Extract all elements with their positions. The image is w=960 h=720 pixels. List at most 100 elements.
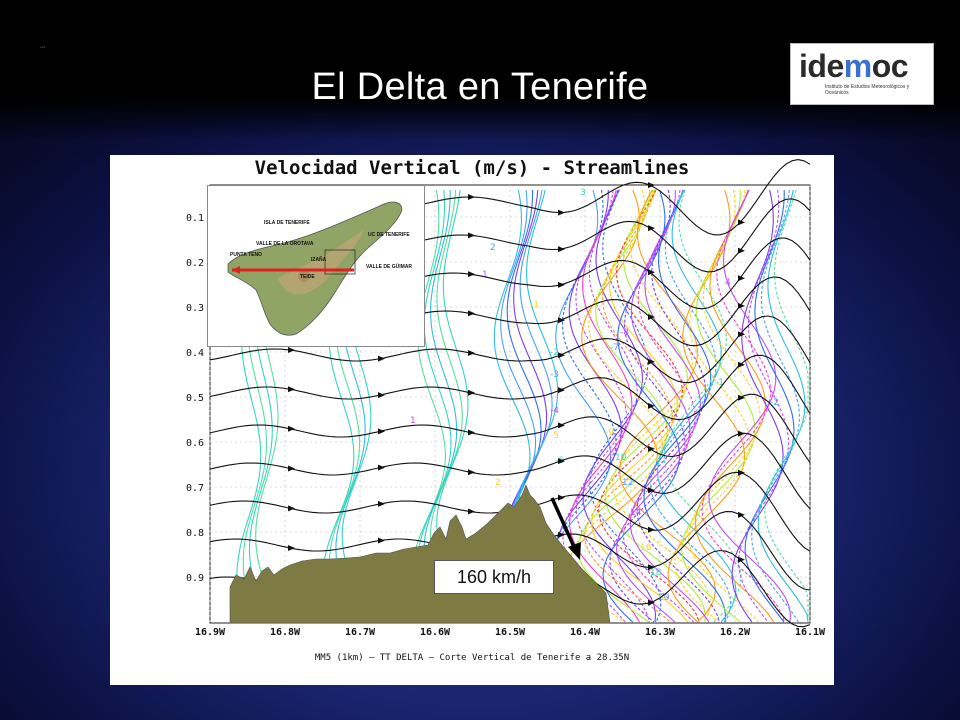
streamline-arrow bbox=[648, 269, 655, 276]
wind-speed-label: 160 km/h bbox=[434, 560, 554, 594]
velocity-contour bbox=[609, 189, 686, 623]
streamline-arrow bbox=[378, 537, 385, 544]
streamline-arrow bbox=[378, 392, 385, 399]
streamline-arrow bbox=[648, 487, 655, 494]
velocity-contour bbox=[708, 189, 791, 623]
velocity-contour bbox=[751, 189, 800, 623]
figure-title: Velocidad Vertical (m/s) - Streamlines bbox=[254, 157, 690, 179]
y-tick-label: 0.7 bbox=[186, 483, 204, 494]
contour-label: 1 bbox=[410, 416, 416, 426]
velocity-contour bbox=[694, 189, 775, 623]
streamline-arrow bbox=[738, 361, 745, 368]
contour-label: -2 bbox=[770, 398, 779, 408]
contour-label: -9 bbox=[605, 428, 614, 438]
streamline-arrow bbox=[738, 430, 745, 437]
velocity-contour bbox=[598, 189, 700, 623]
contour-label: 12 bbox=[622, 478, 633, 488]
velocity-contour bbox=[562, 189, 628, 623]
inset-label-orotava: VALLE DE LA OROTAVA bbox=[256, 241, 314, 247]
streamline-arrow bbox=[468, 271, 475, 278]
streamline-arrow bbox=[558, 422, 565, 429]
x-tick-label: 16.6W bbox=[420, 627, 451, 638]
streamline-arrow bbox=[468, 194, 475, 201]
velocity-contour bbox=[731, 189, 784, 623]
streamline-arrow bbox=[378, 500, 385, 507]
streamline-arrow bbox=[648, 599, 655, 606]
streamline-arrow bbox=[558, 317, 565, 324]
streamline-arrow bbox=[558, 531, 565, 538]
contour-label: 14 bbox=[630, 508, 642, 518]
velocity-contour bbox=[738, 189, 790, 623]
streamline-plot: 0.1 0.2 0.3 0.4 0.5 0.6 0.7 0.8 0.9 16.9W 16.8W 16.… bbox=[186, 159, 826, 638]
streamline bbox=[209, 354, 811, 421]
inset-label-uc: UC DE TENERIFE bbox=[368, 232, 410, 238]
y-tick-label: 0.5 bbox=[186, 393, 204, 404]
x-tick-label: 16.7W bbox=[345, 627, 376, 638]
contour-label: 16 bbox=[640, 543, 652, 553]
y-tick-label: 0.9 bbox=[186, 573, 204, 584]
streamline-arrow bbox=[558, 352, 565, 359]
y-tick-label: 0.3 bbox=[186, 303, 204, 314]
streamline-arrow bbox=[468, 350, 475, 357]
inset-map-svg bbox=[227, 201, 403, 336]
tenerife-inset-map: ISLA DE TENERIFE VALLE DE LA OROTAVA PUN… bbox=[207, 185, 425, 347]
y-tick-label: 0.6 bbox=[186, 438, 204, 449]
streamline-arrow bbox=[648, 182, 655, 189]
streamline-arrow bbox=[468, 310, 475, 317]
streamline-arrow bbox=[648, 526, 655, 533]
contour-label: -7 bbox=[610, 343, 619, 353]
teide-peak bbox=[298, 270, 310, 282]
streamline-arrow bbox=[738, 275, 745, 282]
inset-label-isla: ISLA DE TENERIFE bbox=[264, 220, 310, 226]
velocity-contour bbox=[618, 189, 717, 623]
streamline-arrow bbox=[648, 358, 655, 365]
velocity-contour bbox=[570, 189, 663, 623]
streamline bbox=[209, 315, 811, 384]
streamline-arrow bbox=[558, 209, 565, 216]
x-tick-label: 16.1W bbox=[795, 627, 826, 638]
x-tick-label: 16.9W bbox=[195, 627, 226, 638]
streamline-arrow bbox=[468, 508, 475, 515]
inset-label-teno: PUNTA TENO bbox=[230, 252, 262, 258]
velocity-contour bbox=[674, 189, 751, 623]
streamline-arrow bbox=[558, 387, 565, 394]
inset-label-guimar: VALLE DE GÜIMAR bbox=[366, 264, 413, 270]
velocity-contour bbox=[656, 189, 737, 623]
streamline-arrow bbox=[738, 511, 745, 518]
x-tick-label: 16.5W bbox=[495, 627, 526, 638]
streamline-arrow bbox=[558, 494, 565, 501]
velocity-contour bbox=[650, 189, 732, 623]
streamline-arrow bbox=[738, 394, 745, 401]
streamline-arrow bbox=[648, 445, 655, 452]
streamline-arrow bbox=[738, 219, 745, 226]
streamline-arrow bbox=[378, 428, 385, 435]
streamline-arrow bbox=[648, 564, 655, 571]
inset-label-izana: IZAÑA bbox=[311, 257, 327, 263]
y-tick-label: 0.8 bbox=[186, 528, 204, 539]
contour-label: 3 bbox=[580, 188, 586, 198]
flow-arrow-head bbox=[568, 542, 581, 560]
streamline-arrow bbox=[558, 281, 565, 288]
velocity-contour bbox=[744, 190, 795, 623]
x-tick-label: 16.2W bbox=[720, 627, 751, 638]
flow-arrow-shaft bbox=[550, 497, 577, 550]
streamline bbox=[209, 393, 811, 463]
contour-label: -8 bbox=[620, 328, 629, 338]
streamline-arrow bbox=[288, 386, 295, 393]
streamline-arrow bbox=[288, 544, 295, 551]
velocity-contour bbox=[589, 189, 662, 623]
contour-label: 18 bbox=[650, 568, 662, 578]
streamline-arrow bbox=[738, 247, 745, 254]
streamline-arrow bbox=[738, 469, 745, 476]
velocity-contour bbox=[687, 189, 761, 623]
streamline-arrow bbox=[648, 225, 655, 232]
contour-label: 2 bbox=[495, 478, 501, 488]
logo-wordmark: idemoc bbox=[799, 48, 909, 84]
contour-label: 4 bbox=[725, 278, 731, 288]
velocity-contour bbox=[764, 189, 809, 622]
streamline-arrow bbox=[738, 302, 745, 309]
streamline-arrow bbox=[648, 402, 655, 409]
streamline-arrow bbox=[468, 232, 475, 239]
contour-label: 1 bbox=[482, 270, 488, 280]
contour-label: -1 bbox=[530, 300, 539, 310]
